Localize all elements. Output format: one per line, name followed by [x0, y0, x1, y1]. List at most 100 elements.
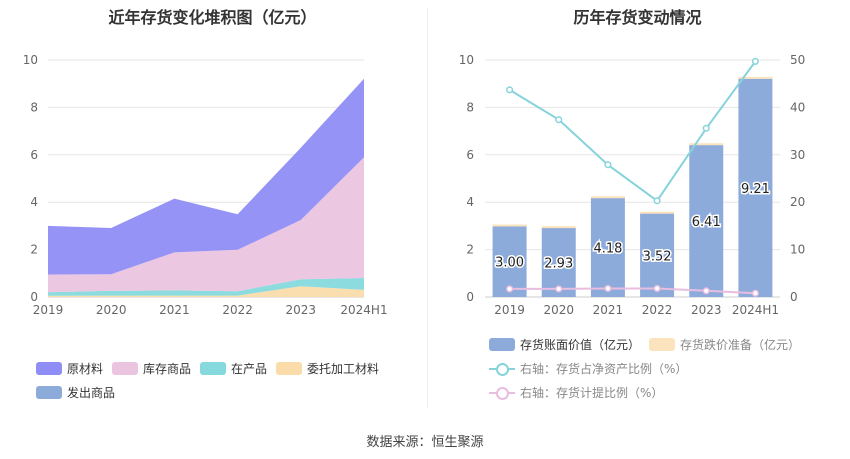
y2-tick-label: 40 [790, 100, 805, 114]
bar-book-value [640, 213, 675, 297]
y-tick-label: 10 [459, 53, 474, 67]
y-tick-label: 10 [23, 53, 38, 67]
area-series-stock [48, 157, 364, 293]
bar-reserve [590, 196, 625, 199]
x-tick-label: 2022 [222, 303, 253, 317]
legend-label-stock: 库存商品 [143, 362, 192, 376]
legend-label-raw: 原材料 [67, 362, 104, 376]
legend-swatch-shipped [36, 386, 62, 399]
right-legend: 存货账面价值（亿元） 存货跌价准备（亿元） 右轴：存货占净资产比例（%） 右轴：… [425, 0, 850, 420]
bar-reserve [492, 224, 527, 227]
line-series-ratio_line [509, 60, 757, 203]
bar-value-label: 2.93 [544, 256, 573, 271]
legend-label-reserve: 存货跌价准备（亿元） [680, 338, 801, 352]
x-tick-label: 2023 [691, 303, 722, 317]
line-series-provision_line [509, 287, 756, 295]
bar-book-value [492, 225, 527, 297]
area-series-wip [48, 278, 364, 296]
left-chart-title: 近年存货变化堆积图（亿元） [108, 8, 317, 27]
x-tick-label: 2021 [593, 303, 624, 317]
right-chart-panel: 历年存货变动情况 0 2 4 6 8 10 0 10 20 30 40 50 2019 2020 2021 2… [425, 0, 850, 420]
left-legend: 原材料 库存商品 在产品 委托加工材料 发出商品 [0, 0, 425, 420]
right-chart-title: 历年存货变动情况 [573, 8, 702, 27]
bar-reserve [738, 76, 773, 79]
x-tick-label: 2020 [543, 303, 574, 317]
y-tick-label: 6 [466, 148, 474, 162]
legend-label-outsourced: 委托加工材料 [307, 362, 380, 376]
line-point-ratio_line [555, 116, 563, 124]
legend-item-wip[interactable]: 在产品 [200, 360, 267, 377]
line-point-provision_line [555, 285, 563, 293]
x-tick-label: 2024H1 [732, 303, 779, 317]
legend-label-provision-line: 右轴：存货计提比例（%） [520, 386, 664, 400]
bar-value-label: 3.52 [643, 249, 672, 264]
legend-item-provision-line[interactable]: 右轴：存货计提比例（%） [489, 384, 663, 401]
y-tick-label: 4 [30, 195, 38, 209]
legend-swatch-book-value [489, 338, 515, 351]
y-tick-label: 0 [466, 290, 474, 304]
legend-label-wip: 在产品 [231, 362, 268, 376]
x-tick-label: 2020 [96, 303, 127, 317]
x-tick-label: 2023 [286, 303, 317, 317]
data-source-caption: 数据来源：恒生聚源 [366, 435, 484, 450]
x-tick-label: 2019 [33, 303, 64, 317]
legend-swatch-outsourced [276, 362, 302, 375]
legend-item-reserve[interactable]: 存货跌价准备（亿元） [649, 336, 800, 353]
area-series-raw [48, 78, 364, 275]
legend-item-book-value[interactable]: 存货账面价值（亿元） [489, 336, 640, 353]
y-tick-label: 8 [30, 100, 38, 114]
legend-label-shipped: 发出商品 [67, 386, 116, 400]
y-tick-label: 8 [466, 100, 474, 114]
legend-swatch-reserve [649, 338, 675, 351]
legend-swatch-ratio-line [489, 362, 515, 376]
legend-label-book-value: 存货账面价值（亿元） [520, 338, 641, 352]
legend-swatch-raw [36, 362, 62, 375]
bar-line-combo-chart: 0 2 4 6 8 10 0 10 20 30 40 50 2019 2020 2021 2022 2023 20… [459, 53, 806, 317]
line-point-ratio_line [702, 124, 710, 132]
line-point-provision_line [702, 287, 710, 295]
x-tick-label: 2022 [642, 303, 673, 317]
y2-tick-label: 50 [790, 53, 805, 67]
x-tick-label: 2021 [159, 303, 190, 317]
line-point-provision_line [751, 289, 759, 297]
line-point-ratio_line [506, 86, 514, 94]
y-tick-label: 4 [466, 195, 474, 209]
y-tick-label: 2 [466, 243, 474, 257]
y-tick-label: 0 [30, 290, 38, 304]
y2-tick-label: 30 [790, 148, 805, 162]
y2-tick-label: 10 [790, 243, 805, 257]
x-tick-label: 2019 [494, 303, 525, 317]
legend-swatch-wip [200, 362, 226, 375]
stacked-area-chart: 0 2 4 6 8 10 2019 2020 2021 2022 2023 2024H1 [23, 53, 388, 317]
bar-reserve [689, 143, 724, 146]
y2-tick-label: 20 [790, 195, 805, 209]
legend-item-raw[interactable]: 原材料 [36, 360, 103, 377]
y2-tick-label: 0 [790, 290, 798, 304]
line-point-ratio_line [751, 57, 759, 65]
bar-value-label: 3.00 [495, 255, 524, 270]
legend-item-shipped[interactable]: 发出商品 [36, 384, 115, 401]
line-point-provision_line [604, 284, 612, 293]
x-tick-label: 2024H1 [340, 303, 387, 317]
legend-item-ratio-line[interactable]: 右轴：存货占净资产比例（%） [489, 360, 687, 377]
area-series-outsourced [48, 286, 364, 297]
line-point-provision_line [653, 284, 661, 293]
legend-swatch-provision-line [489, 386, 515, 400]
line-point-ratio_line [604, 161, 612, 169]
line-point-provision_line [506, 285, 514, 293]
bar-book-value [689, 145, 724, 297]
left-chart-panel: 近年存货变化堆积图（亿元） 0 2 4 6 8 10 2019 2020 2021 2022 202… [0, 0, 425, 420]
y-tick-label: 6 [30, 148, 38, 162]
line-point-ratio_line [653, 197, 661, 205]
bar-reserve [640, 211, 675, 214]
y-tick-label: 2 [30, 243, 38, 257]
panel-divider [427, 8, 428, 408]
legend-label-ratio-line: 右轴：存货占净资产比例（%） [520, 362, 688, 376]
bar-value-label: 6.41 [692, 215, 721, 230]
bar-value-label: 9.21 [741, 182, 770, 197]
legend-item-outsourced[interactable]: 委托加工材料 [276, 360, 379, 377]
bar-reserve [541, 226, 576, 229]
legend-item-stock[interactable]: 库存商品 [112, 360, 191, 377]
bar-book-value [590, 197, 625, 297]
legend-swatch-stock [112, 362, 138, 375]
